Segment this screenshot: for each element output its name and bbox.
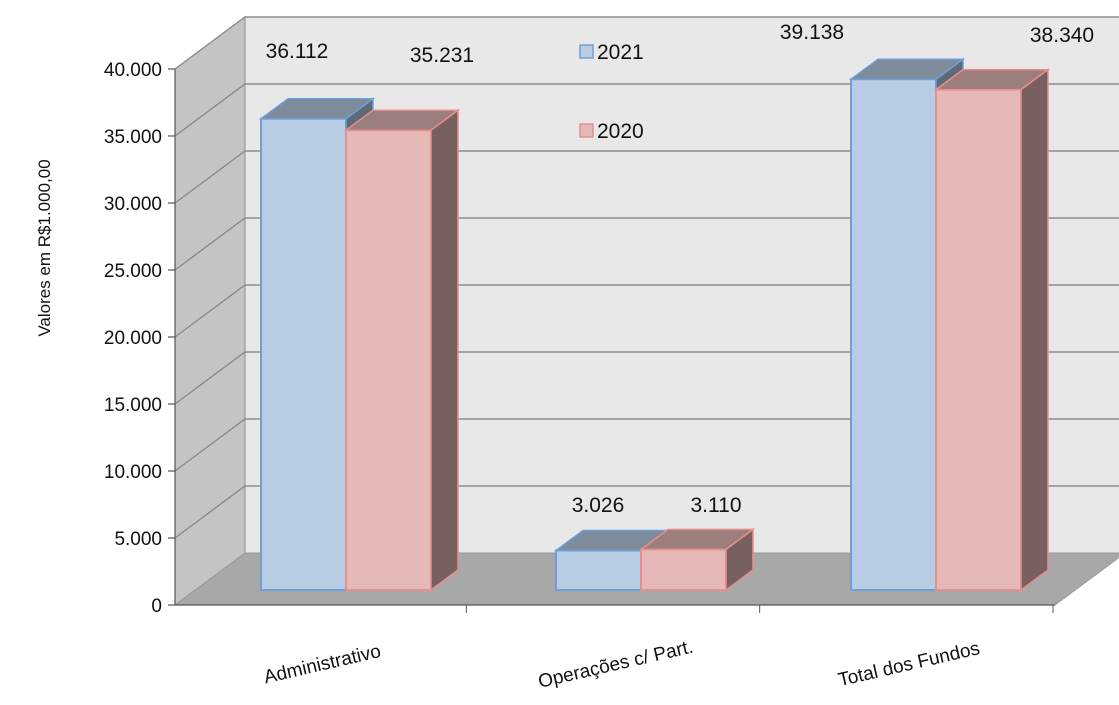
bars (258, 57, 1051, 592)
bar-front (260, 117, 347, 591)
category-label: Administrativo (262, 641, 383, 688)
bar-front (935, 88, 1022, 592)
bar-front (345, 129, 432, 591)
y-tick-label: 20.000 (104, 328, 162, 349)
gridline (174, 150, 1119, 204)
y-tick-label: 0 (151, 596, 162, 617)
category-label: Operações c/ Part. (536, 637, 695, 693)
y-tick-label: 25.000 (104, 261, 162, 282)
bar (638, 527, 756, 592)
bar (933, 68, 1051, 592)
legend-label: 2021 (597, 41, 644, 64)
gridline (174, 351, 1119, 405)
y-tick-label: 10.000 (104, 462, 162, 483)
data-label: 36.112 (266, 40, 329, 63)
y-tick-label: 40.000 (104, 60, 162, 81)
category-label: Total dos Fundos (836, 638, 982, 691)
gridline (174, 16, 1119, 70)
y-tick-label: 15.000 (104, 395, 162, 416)
legend: 2021 2020 (579, 41, 644, 143)
data-labels: 36.112 35.231 3.026 3.110 39.138 38.340 (266, 21, 1094, 517)
data-label: 39.138 (780, 21, 844, 44)
data-label: 38.340 (1030, 24, 1094, 47)
gridline (174, 485, 1119, 539)
legend-label: 2020 (597, 120, 644, 143)
y-tick-label: 35.000 (104, 127, 162, 148)
y-tick-label: 5.000 (114, 529, 162, 550)
data-label: 35.231 (410, 44, 474, 67)
data-label: 3.110 (691, 494, 742, 517)
legend-swatch (579, 44, 594, 59)
bar-side (430, 108, 459, 592)
bar-front (640, 548, 727, 591)
legend-swatch (579, 123, 594, 138)
gridline (174, 83, 1119, 137)
data-label: 3.026 (572, 494, 625, 517)
bar-front (850, 78, 937, 591)
gridline (174, 284, 1119, 338)
bar-side (725, 527, 754, 592)
gridline (174, 217, 1119, 271)
y-tick-label: 30.000 (104, 194, 162, 215)
bar (343, 108, 461, 592)
bar-front (555, 549, 642, 591)
y-axis-title: Valores em R$1.000,00 (35, 159, 54, 336)
gridlines (174, 16, 1119, 539)
gridline (174, 418, 1119, 472)
bar-side (1020, 68, 1049, 592)
